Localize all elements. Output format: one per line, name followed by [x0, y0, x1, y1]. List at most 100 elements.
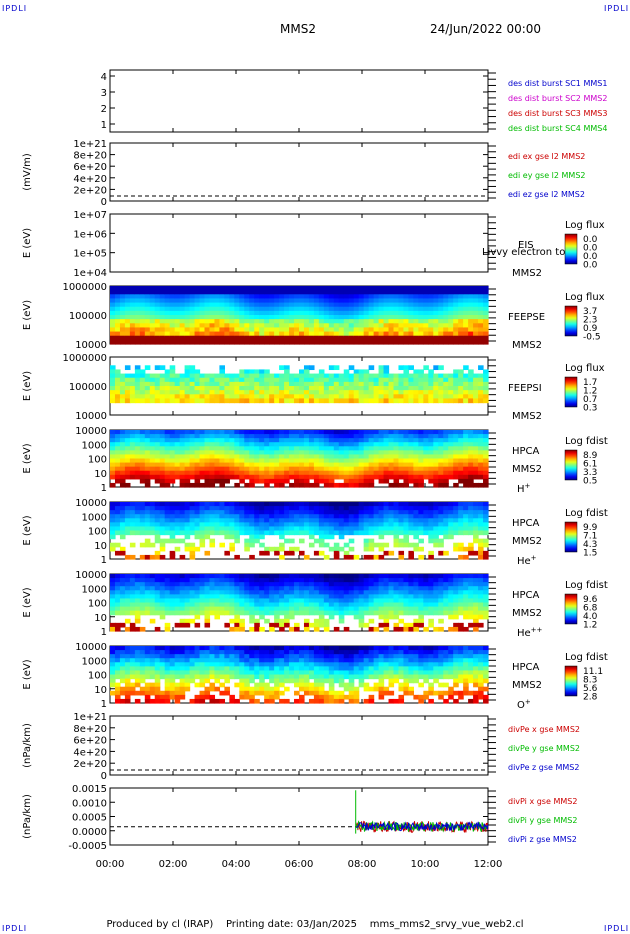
- heatmap-cell: [478, 339, 484, 345]
- heatmap-cell: [453, 518, 459, 523]
- heatmap-cell: [313, 290, 320, 295]
- heatmap-cell: [333, 319, 340, 324]
- heatmap-cell: [254, 466, 260, 472]
- heatmap-cell: [239, 373, 245, 379]
- y-tick-label: 10: [94, 613, 107, 624]
- heatmap-cell: [279, 542, 285, 548]
- heatmap-cell: [269, 335, 275, 341]
- heatmap-cell: [124, 594, 131, 600]
- heatmap-cell: [204, 438, 211, 443]
- heatmap-cell: [284, 550, 290, 556]
- heatmap-cell: [353, 442, 360, 447]
- heatmap-cell: [214, 323, 221, 329]
- heatmap-cell: [433, 530, 439, 536]
- heatmap-cell: [174, 377, 181, 383]
- heatmap-cell: [204, 306, 211, 312]
- heatmap-cell: [224, 502, 230, 507]
- heatmap-cell: [184, 294, 191, 300]
- heatmap-cell: [114, 430, 121, 435]
- heatmap-cell: [214, 606, 221, 612]
- heatmap-cell: [308, 602, 315, 608]
- heatmap-cell: [110, 646, 116, 651]
- heatmap-cell: [239, 306, 245, 312]
- heatmap-cell: [234, 470, 240, 476]
- heatmap-cell: [473, 327, 479, 333]
- heatmap-cell: [154, 530, 161, 536]
- heatmap-cell: [368, 530, 375, 536]
- heatmap-cell: [453, 614, 459, 620]
- heatmap-cell: [154, 458, 161, 464]
- heatmap-cell: [318, 390, 325, 395]
- heatmap-cell: [134, 590, 141, 595]
- heatmap-cell: [129, 670, 136, 676]
- heatmap-cell: [483, 462, 489, 468]
- heatmap-cell: [119, 502, 126, 507]
- heatmap-cell: [124, 662, 131, 667]
- heatmap-cell: [114, 381, 121, 387]
- heatmap-cell: [114, 610, 121, 616]
- heatmap-cell: [164, 646, 171, 651]
- heatmap-cell: [303, 574, 310, 579]
- heatmap-cell: [244, 398, 250, 404]
- heatmap-cell: [279, 430, 285, 435]
- heatmap-cell: [328, 522, 335, 528]
- heatmap-cell: [388, 578, 395, 583]
- heatmap-cell: [348, 506, 355, 511]
- heatmap-cell: [244, 474, 250, 480]
- heatmap-cell: [174, 373, 181, 379]
- heatmap-cell: [343, 506, 350, 511]
- heatmap-cell: [174, 670, 181, 676]
- heatmap-cell: [403, 462, 410, 468]
- heatmap-cell: [443, 550, 449, 556]
- heatmap-cell: [473, 622, 479, 628]
- heatmap-cell: [463, 434, 469, 439]
- heatmap-cell: [403, 622, 410, 628]
- heatmap-cell: [179, 578, 186, 583]
- heatmap-cell: [204, 578, 211, 583]
- heatmap-cell: [179, 381, 186, 387]
- heatmap-cell: [164, 335, 171, 341]
- heatmap-cell: [149, 514, 156, 519]
- heatmap-cell: [353, 286, 360, 291]
- heatmap-cell: [483, 598, 489, 604]
- heatmap-cell: [299, 369, 305, 375]
- heatmap-cell: [348, 310, 355, 316]
- heatmap-cell: [154, 574, 161, 579]
- heatmap-cell: [259, 598, 265, 604]
- heatmap-cell: [383, 590, 390, 595]
- heatmap-cell: [179, 594, 186, 600]
- heatmap-cell: [303, 586, 310, 591]
- heatmap-cell: [264, 294, 270, 300]
- heatmap-cell: [139, 434, 146, 439]
- heatmap-cell: [388, 510, 395, 515]
- heatmap-cell: [169, 550, 176, 556]
- heatmap-cell: [264, 478, 270, 484]
- heatmap-cell: [154, 290, 161, 295]
- heatmap-cell: [378, 310, 385, 316]
- heatmap-cell: [244, 339, 250, 345]
- heatmap-cell: [478, 327, 484, 333]
- heatmap-cell: [169, 442, 176, 447]
- heatmap-cell: [204, 394, 211, 400]
- heatmap-cell: [423, 302, 429, 308]
- heatmap-cell: [154, 646, 161, 651]
- heatmap-cell: [154, 478, 161, 484]
- heatmap-cell: [413, 442, 419, 447]
- heatmap-cell: [229, 586, 235, 591]
- heatmap-cell: [373, 377, 380, 383]
- heatmap-cell: [224, 302, 230, 308]
- heatmap-cell: [124, 650, 131, 655]
- heatmap-cell: [323, 574, 330, 579]
- heatmap-cell: [393, 381, 400, 387]
- heatmap-cell: [418, 618, 424, 624]
- heatmap-cell: [368, 450, 375, 456]
- heatmap-cell: [418, 434, 424, 439]
- heatmap-cell: [144, 482, 151, 488]
- heatmap-cell: [313, 373, 320, 379]
- heatmap-cell: [174, 650, 181, 655]
- heatmap-cell: [398, 310, 405, 316]
- heatmap-cell: [388, 390, 395, 395]
- heatmap-cell: [284, 434, 290, 439]
- heatmap-cell: [463, 598, 469, 604]
